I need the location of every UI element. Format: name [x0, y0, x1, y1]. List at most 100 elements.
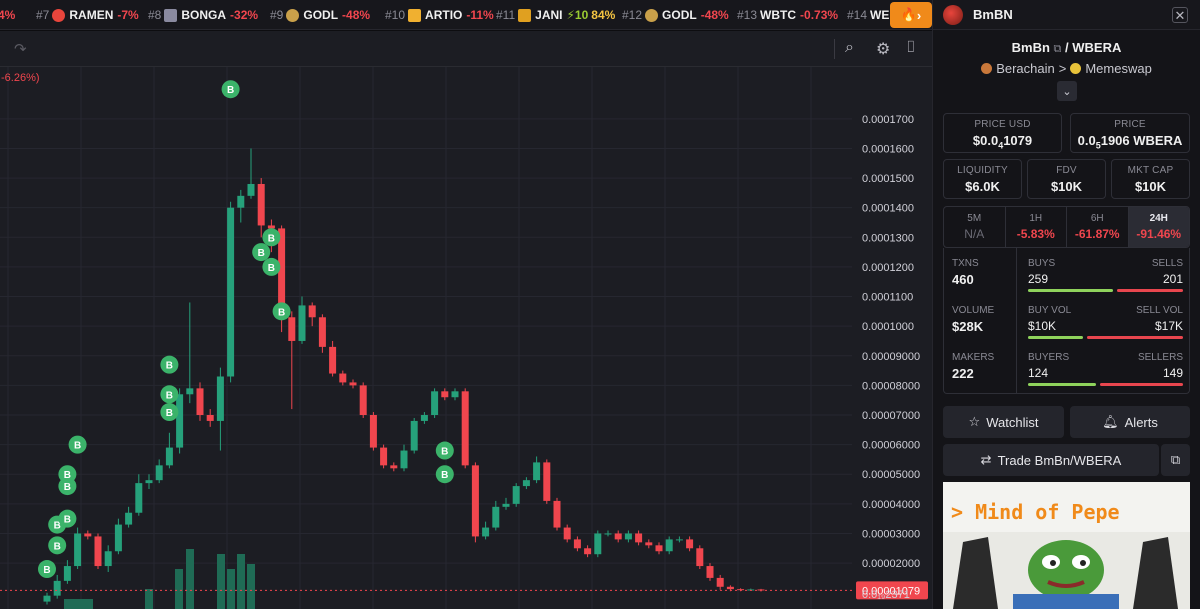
candle-body [125, 512, 133, 525]
tab-24h[interactable]: 24H -91.46% [1128, 207, 1189, 247]
ticker-item[interactable]: #11 JANI ⚡10 84% [496, 0, 615, 29]
ticker-item[interactable]: #8 BONGA -32% [148, 0, 258, 29]
fdv-label: FDV [1056, 165, 1077, 176]
tab-6h[interactable]: 6H -61.87% [1067, 207, 1129, 247]
buy-marker-label: B [166, 408, 173, 419]
candle-body [227, 207, 235, 377]
external-link-button[interactable]: ⧉ [1161, 444, 1190, 476]
stat-right-label: SELLERS [1137, 352, 1183, 363]
candle-body [482, 527, 490, 537]
candle-body [237, 195, 245, 208]
stat-right-value: $17K [1154, 319, 1183, 333]
buy-marker-label: B [166, 390, 173, 401]
candle-body [390, 465, 398, 469]
buy-marker [160, 385, 179, 404]
watchlist-label: Watchlist [986, 414, 1039, 430]
buy-marker-label: B [268, 233, 275, 244]
ticker-item[interactable]: #12 GODL -48% [622, 0, 729, 29]
candle-body [533, 462, 541, 481]
chain-breadcrumb: Berachain > Memeswap [933, 61, 1200, 76]
candle-body [43, 595, 51, 602]
candle-body [645, 542, 653, 546]
price-axis-label: 0.0001600 [862, 143, 914, 155]
candle-body [675, 539, 683, 541]
volume-bar [78, 599, 86, 609]
stat-right-label: SELL VOL [1136, 305, 1183, 316]
ticker-item[interactable]: #14 WE [847, 0, 893, 29]
candle-body [604, 533, 612, 535]
ticker-item[interactable]: #13 WBTC -0.73% [737, 0, 838, 29]
price-axis-label: 0.00004000 [862, 499, 920, 511]
buy-marker-label: B [258, 248, 265, 259]
chevron-right-icon: › [916, 7, 922, 23]
token-name: BmBN [973, 7, 1013, 22]
dex-link[interactable]: Memeswap [1085, 61, 1152, 76]
tab-5m[interactable]: 5M N/A [944, 207, 1006, 247]
ticker-change: -4% [0, 8, 16, 22]
indicator-search-icon[interactable]: ⌕ [845, 39, 854, 56]
gear-icon[interactable]: ⚙ [876, 41, 891, 58]
alerts-button[interactable]: 🔔︎ Alerts [1070, 406, 1190, 438]
stat-right-label: SELLS [1151, 258, 1183, 269]
ticker-item[interactable]: #9 GODL -48% [270, 0, 371, 29]
liquidity-label: LIQUIDITY [957, 165, 1008, 176]
candle-body [655, 545, 663, 552]
candle-body [145, 480, 153, 484]
volume-bar [237, 554, 245, 609]
stat-key-value: 222 [952, 366, 974, 381]
price-chart[interactable]: ↷ ⌕ ⚙ ⌷ 0.0001700 0.0001600 0.0001500 0.000… [0, 31, 932, 609]
redo-icon[interactable]: ↷ [14, 41, 27, 58]
ticker-change: -48% [342, 8, 371, 22]
berachain-icon [981, 63, 993, 74]
price-usd-value: $0.041079 [972, 133, 1033, 151]
expand-button[interactable]: ⌄ [1057, 81, 1077, 101]
candle-body [563, 527, 571, 540]
ticker-rank: #12 [622, 8, 643, 22]
tab-change: -5.83% [1016, 227, 1055, 241]
buy-marker-label: B [227, 85, 234, 96]
ticker-item[interactable]: #7 RAMEN -7% [36, 0, 139, 29]
candle-body [635, 533, 643, 543]
ticker-item[interactable]: -4% [0, 0, 16, 29]
tab-1h[interactable]: 1H -5.83% [1006, 207, 1067, 247]
close-icon[interactable]: ✕ [1172, 7, 1188, 23]
buy-marker [262, 257, 281, 276]
txn-stats: TXNS 460 BUYS SELLS 259 201 VOLUME $28K … [943, 248, 1190, 394]
candle-body [665, 539, 673, 552]
camera-icon[interactable]: ⌷ [906, 39, 916, 56]
candle-body [380, 447, 388, 466]
candle-body [737, 589, 745, 591]
ticker-change: -11% [466, 8, 494, 22]
external-link-icon: ⧉ [1170, 452, 1181, 467]
trade-button[interactable]: ⇄ Trade BmBn/WBERA [943, 444, 1159, 476]
ticker-item[interactable]: #10 ARTIO -11% [385, 0, 494, 29]
candlestick-plot[interactable]: 0.0001700 0.0001600 0.0001500 0.0001400 0.00… [0, 67, 932, 609]
candle-body [369, 415, 377, 448]
tab-change: N/A [964, 227, 985, 241]
stat-key-value: 460 [952, 272, 974, 287]
copy-icon[interactable]: ⧉ [1053, 43, 1062, 55]
watchlist-button[interactable]: ☆ Watchlist [943, 406, 1064, 438]
mkt-cap-label: MKT CAP [1127, 165, 1174, 176]
candle-body [431, 391, 439, 416]
chain-link[interactable]: Berachain [996, 61, 1055, 76]
price-axis-label: 0.00009000 [862, 351, 920, 363]
stat-left-label: BUY VOL [1028, 305, 1072, 316]
stats-divider [1016, 248, 1017, 394]
tab-label: 5M [967, 213, 982, 224]
candle-body [94, 536, 102, 567]
ticker-rank: #9 [270, 8, 284, 22]
candle-body [553, 500, 561, 528]
trending-fire-button[interactable]: 🔥 › [890, 2, 932, 28]
sell-ratio-bar [1100, 383, 1183, 386]
candle-body [63, 566, 71, 581]
promo-banner[interactable]: > Mind of Pepe [943, 482, 1190, 609]
fdv-box: FDV $10K [1027, 159, 1106, 199]
candle-body [114, 524, 122, 552]
buy-marker [435, 465, 454, 484]
price-axis-label: 0.00008000 [862, 380, 920, 392]
tab-change: -91.46% [1136, 227, 1182, 241]
candle-body [329, 346, 337, 374]
chart-toolbar: ↷ ⌕ ⚙ ⌷ [0, 31, 932, 67]
pair-quote: WBERA [1072, 40, 1122, 55]
